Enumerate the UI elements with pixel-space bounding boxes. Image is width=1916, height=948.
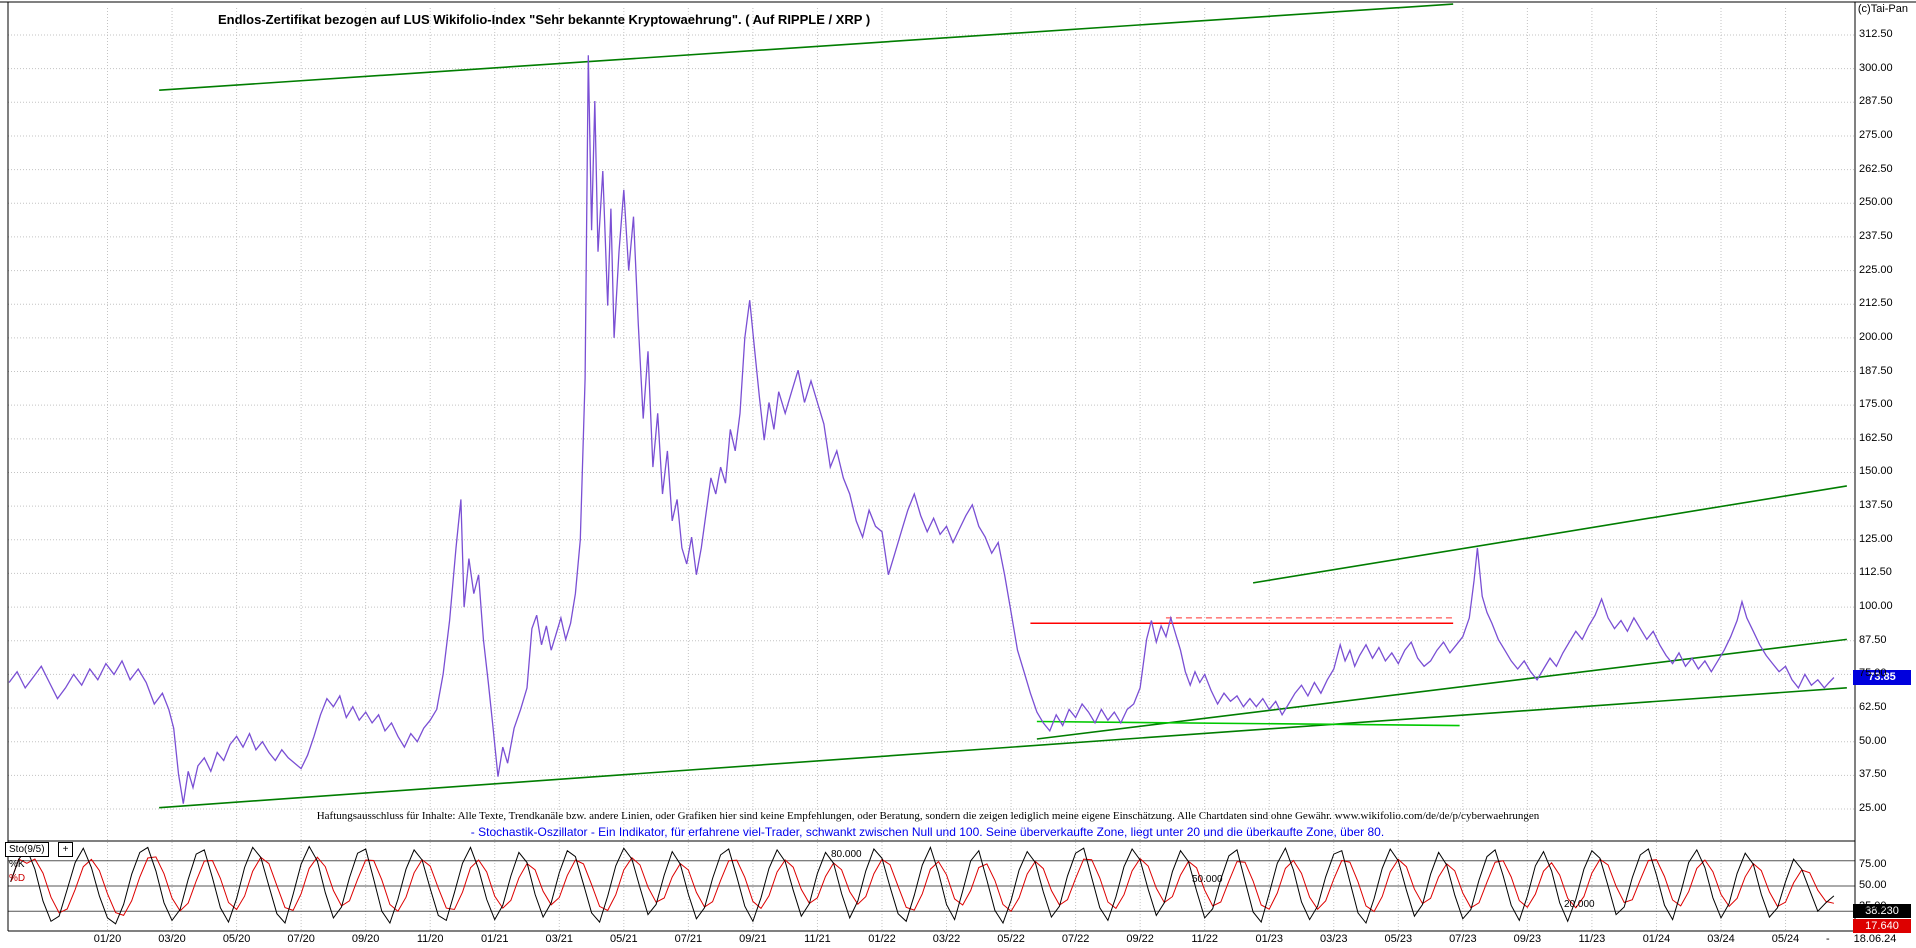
stochastic-d-value-badge: 17.640 [1853,919,1911,933]
indicator-expand-button[interactable]: + [58,842,73,857]
stochastic-k-value-badge: 38.230 [1853,904,1911,918]
horizontal-support-line [1036,720,1460,727]
stochastic-k-line [10,845,1835,925]
disclaimer-text: Haftungsausschluss für Inhalte: Alle Tex… [316,810,1540,822]
lower-channel-line [159,687,1847,809]
price-line [8,55,1835,804]
stochastic-d-line [10,856,1835,917]
upper-channel-line [159,3,1454,91]
chart-title: Endlos-Zertifikat bezogen auf LUS Wikifo… [218,12,871,27]
percent-k-label: %K [9,859,25,870]
upper-right-trend-line [1252,485,1847,584]
percent-d-label: %D [9,873,26,884]
indicator-name-button[interactable]: Sto(9/5) [5,842,49,857]
copyright-label: (c)Tai-Pan [1857,3,1908,15]
current-price-badge: 73.85 [1853,670,1911,685]
mid-support-trend-line [1036,638,1847,740]
stochastic-note: - Stochastik-Oszillator - Ein Indikator,… [470,825,1385,839]
